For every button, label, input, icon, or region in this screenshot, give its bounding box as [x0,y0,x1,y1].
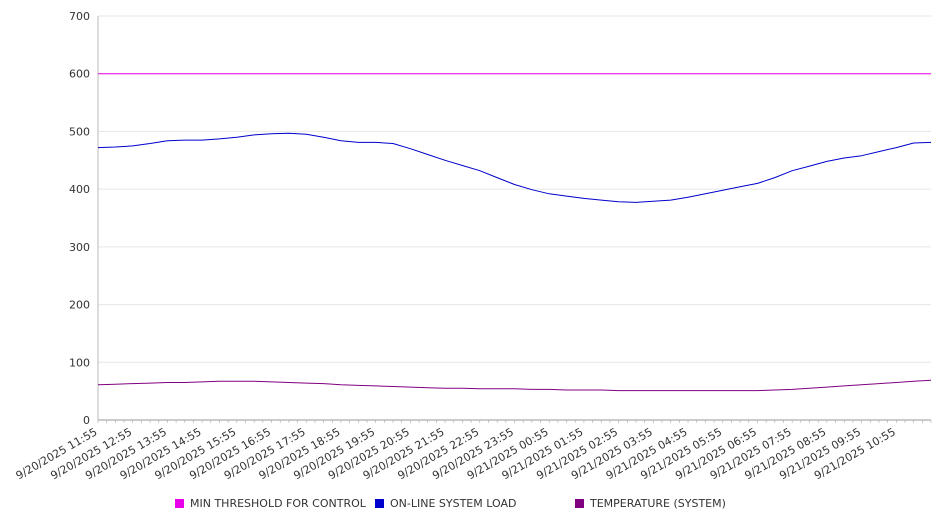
y-tick-label: 0 [83,414,90,427]
grid-lines [98,15,931,363]
y-tick-label: 600 [69,68,90,81]
y-tick-label: 500 [69,125,90,138]
y-tick-label: 100 [69,356,90,369]
legend-item-min-threshold[interactable]: MIN THRESHOLD FOR CONTROL [175,497,366,510]
series-line-2 [97,379,932,392]
y-tick-label: 400 [69,183,90,196]
legend-swatch-temperature-system [575,499,584,508]
y-tick-label: 200 [69,299,90,312]
legend-swatch-online-system-load [375,499,384,508]
legend-item-temperature-system[interactable]: TEMPERATURE (SYSTEM) [575,497,726,510]
legend-label-temperature-system: TEMPERATURE (SYSTEM) [590,497,726,510]
legend-label-min-threshold: MIN THRESHOLD FOR CONTROL [190,497,366,510]
y-axis-ticks: 0 100 200 300 400 500 600 700 [69,10,90,427]
x-axis-ticks: 9/20/2025 11:559/20/2025 12:559/20/2025 … [14,425,898,482]
legend-label-online-system-load: ON-LINE SYSTEM LOAD [390,497,517,510]
legend-item-online-system-load[interactable]: ON-LINE SYSTEM LOAD [375,497,516,510]
legend-swatch-min-threshold [175,499,184,508]
series-lines [97,73,932,392]
legend: MIN THRESHOLD FOR CONTROL ON-LINE SYSTEM… [0,497,946,517]
line-chart: 0 100 200 300 400 500 600 700 9/20/2025 11:559/… [14,10,932,482]
y-tick-label: 300 [69,241,90,254]
axes [97,16,932,423]
series-line-1 [97,132,932,203]
y-tick-label: 700 [69,10,90,23]
